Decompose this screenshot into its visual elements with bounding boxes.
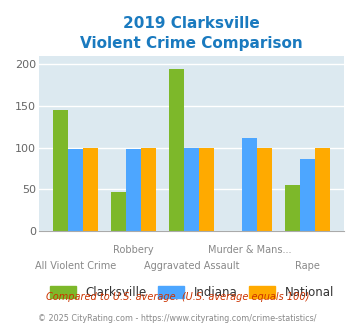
Text: Compared to U.S. average. (U.S. average equals 100): Compared to U.S. average. (U.S. average …: [46, 292, 309, 302]
Bar: [300, 159, 315, 231]
Bar: [169, 69, 184, 231]
Bar: [242, 138, 257, 231]
Bar: [111, 192, 126, 231]
Bar: [68, 149, 83, 231]
Bar: [126, 149, 141, 231]
Title: 2019 Clarksville
Violent Crime Comparison: 2019 Clarksville Violent Crime Compariso…: [80, 16, 303, 51]
Text: All Violent Crime: All Violent Crime: [35, 261, 116, 271]
Bar: [184, 148, 199, 231]
Legend: Clarksville, Indiana, National: Clarksville, Indiana, National: [50, 286, 334, 299]
Bar: [285, 185, 300, 231]
Bar: [199, 148, 214, 231]
Text: Robbery: Robbery: [113, 245, 154, 255]
Text: Murder & Mans...: Murder & Mans...: [208, 245, 291, 255]
Bar: [83, 148, 98, 231]
Bar: [53, 110, 68, 231]
Text: Rape: Rape: [295, 261, 320, 271]
Text: Aggravated Assault: Aggravated Assault: [144, 261, 240, 271]
Text: © 2025 CityRating.com - https://www.cityrating.com/crime-statistics/: © 2025 CityRating.com - https://www.city…: [38, 314, 317, 323]
Bar: [257, 148, 272, 231]
Bar: [315, 148, 331, 231]
Bar: [141, 148, 156, 231]
